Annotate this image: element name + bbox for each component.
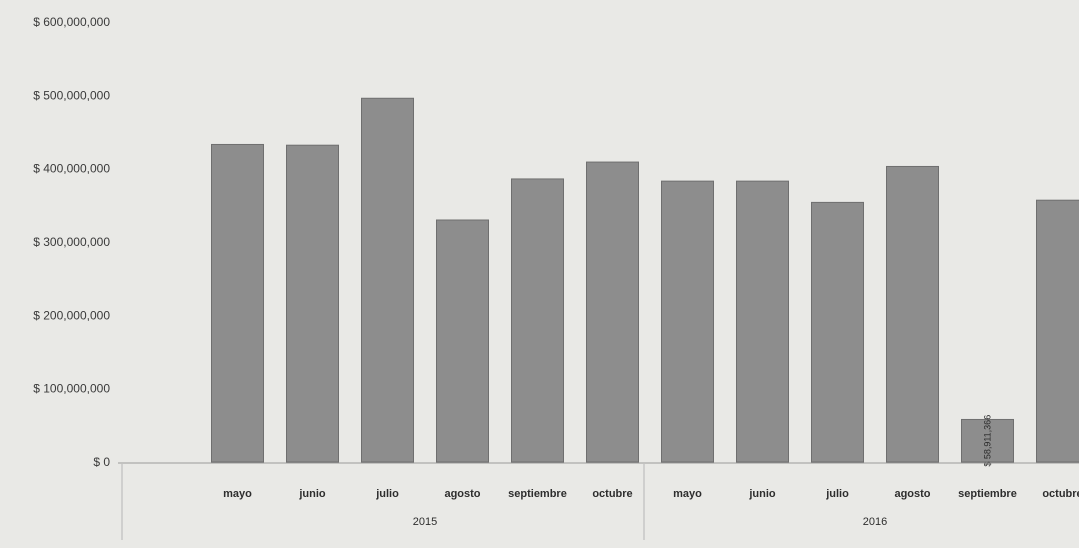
y-tick-label: $ 500,000,000: [33, 88, 110, 102]
bar: [736, 180, 789, 463]
y-tick-label: $ 100,000,000: [33, 382, 110, 396]
x-tick-label: septiembre: [958, 488, 1017, 500]
x-tick-label: julio: [375, 488, 399, 500]
x-tick-label: agosto: [444, 488, 480, 500]
x-tick-label: junio: [298, 488, 326, 500]
x-tick-label: septiembre: [508, 488, 567, 500]
bar: [886, 165, 939, 463]
x-tick-label: junio: [748, 488, 776, 500]
bar-data-label: $ 58,911,366: [983, 415, 993, 467]
y-tick-label: $ 600,000,000: [33, 15, 110, 29]
y-tick-label: $ 200,000,000: [33, 308, 110, 322]
x-tick-label: agosto: [894, 488, 930, 500]
bar: [661, 180, 714, 463]
x-group-label: 2015: [413, 516, 437, 528]
x-group-label: 2016: [863, 516, 887, 528]
bar: [811, 201, 864, 463]
bars-group: $ 58,911,366: [211, 97, 1079, 467]
x-tick-label: mayo: [223, 488, 252, 500]
bar: [511, 178, 564, 463]
bar: [211, 143, 264, 463]
x-tick-label: mayo: [673, 488, 702, 500]
y-axis: $ 0 $ 100,000,000 $ 200,000,000 $ 300,000,0…: [33, 15, 110, 469]
bar: [436, 219, 489, 463]
y-tick-label: $ 400,000,000: [33, 162, 110, 176]
x-tick-label: julio: [825, 488, 849, 500]
y-tick-label: $ 0: [93, 455, 110, 469]
bar: [586, 161, 639, 463]
bar: [1036, 199, 1079, 463]
bar: [286, 144, 339, 463]
x-tick-label: octubre: [1042, 488, 1079, 500]
x-tick-label: octubre: [592, 488, 632, 500]
bar: [361, 97, 414, 463]
x-axis: mayo junio julio agosto septiembre octubre may…: [118, 462, 1079, 540]
y-tick-label: $ 300,000,000: [33, 235, 110, 249]
bar: [961, 418, 1014, 463]
